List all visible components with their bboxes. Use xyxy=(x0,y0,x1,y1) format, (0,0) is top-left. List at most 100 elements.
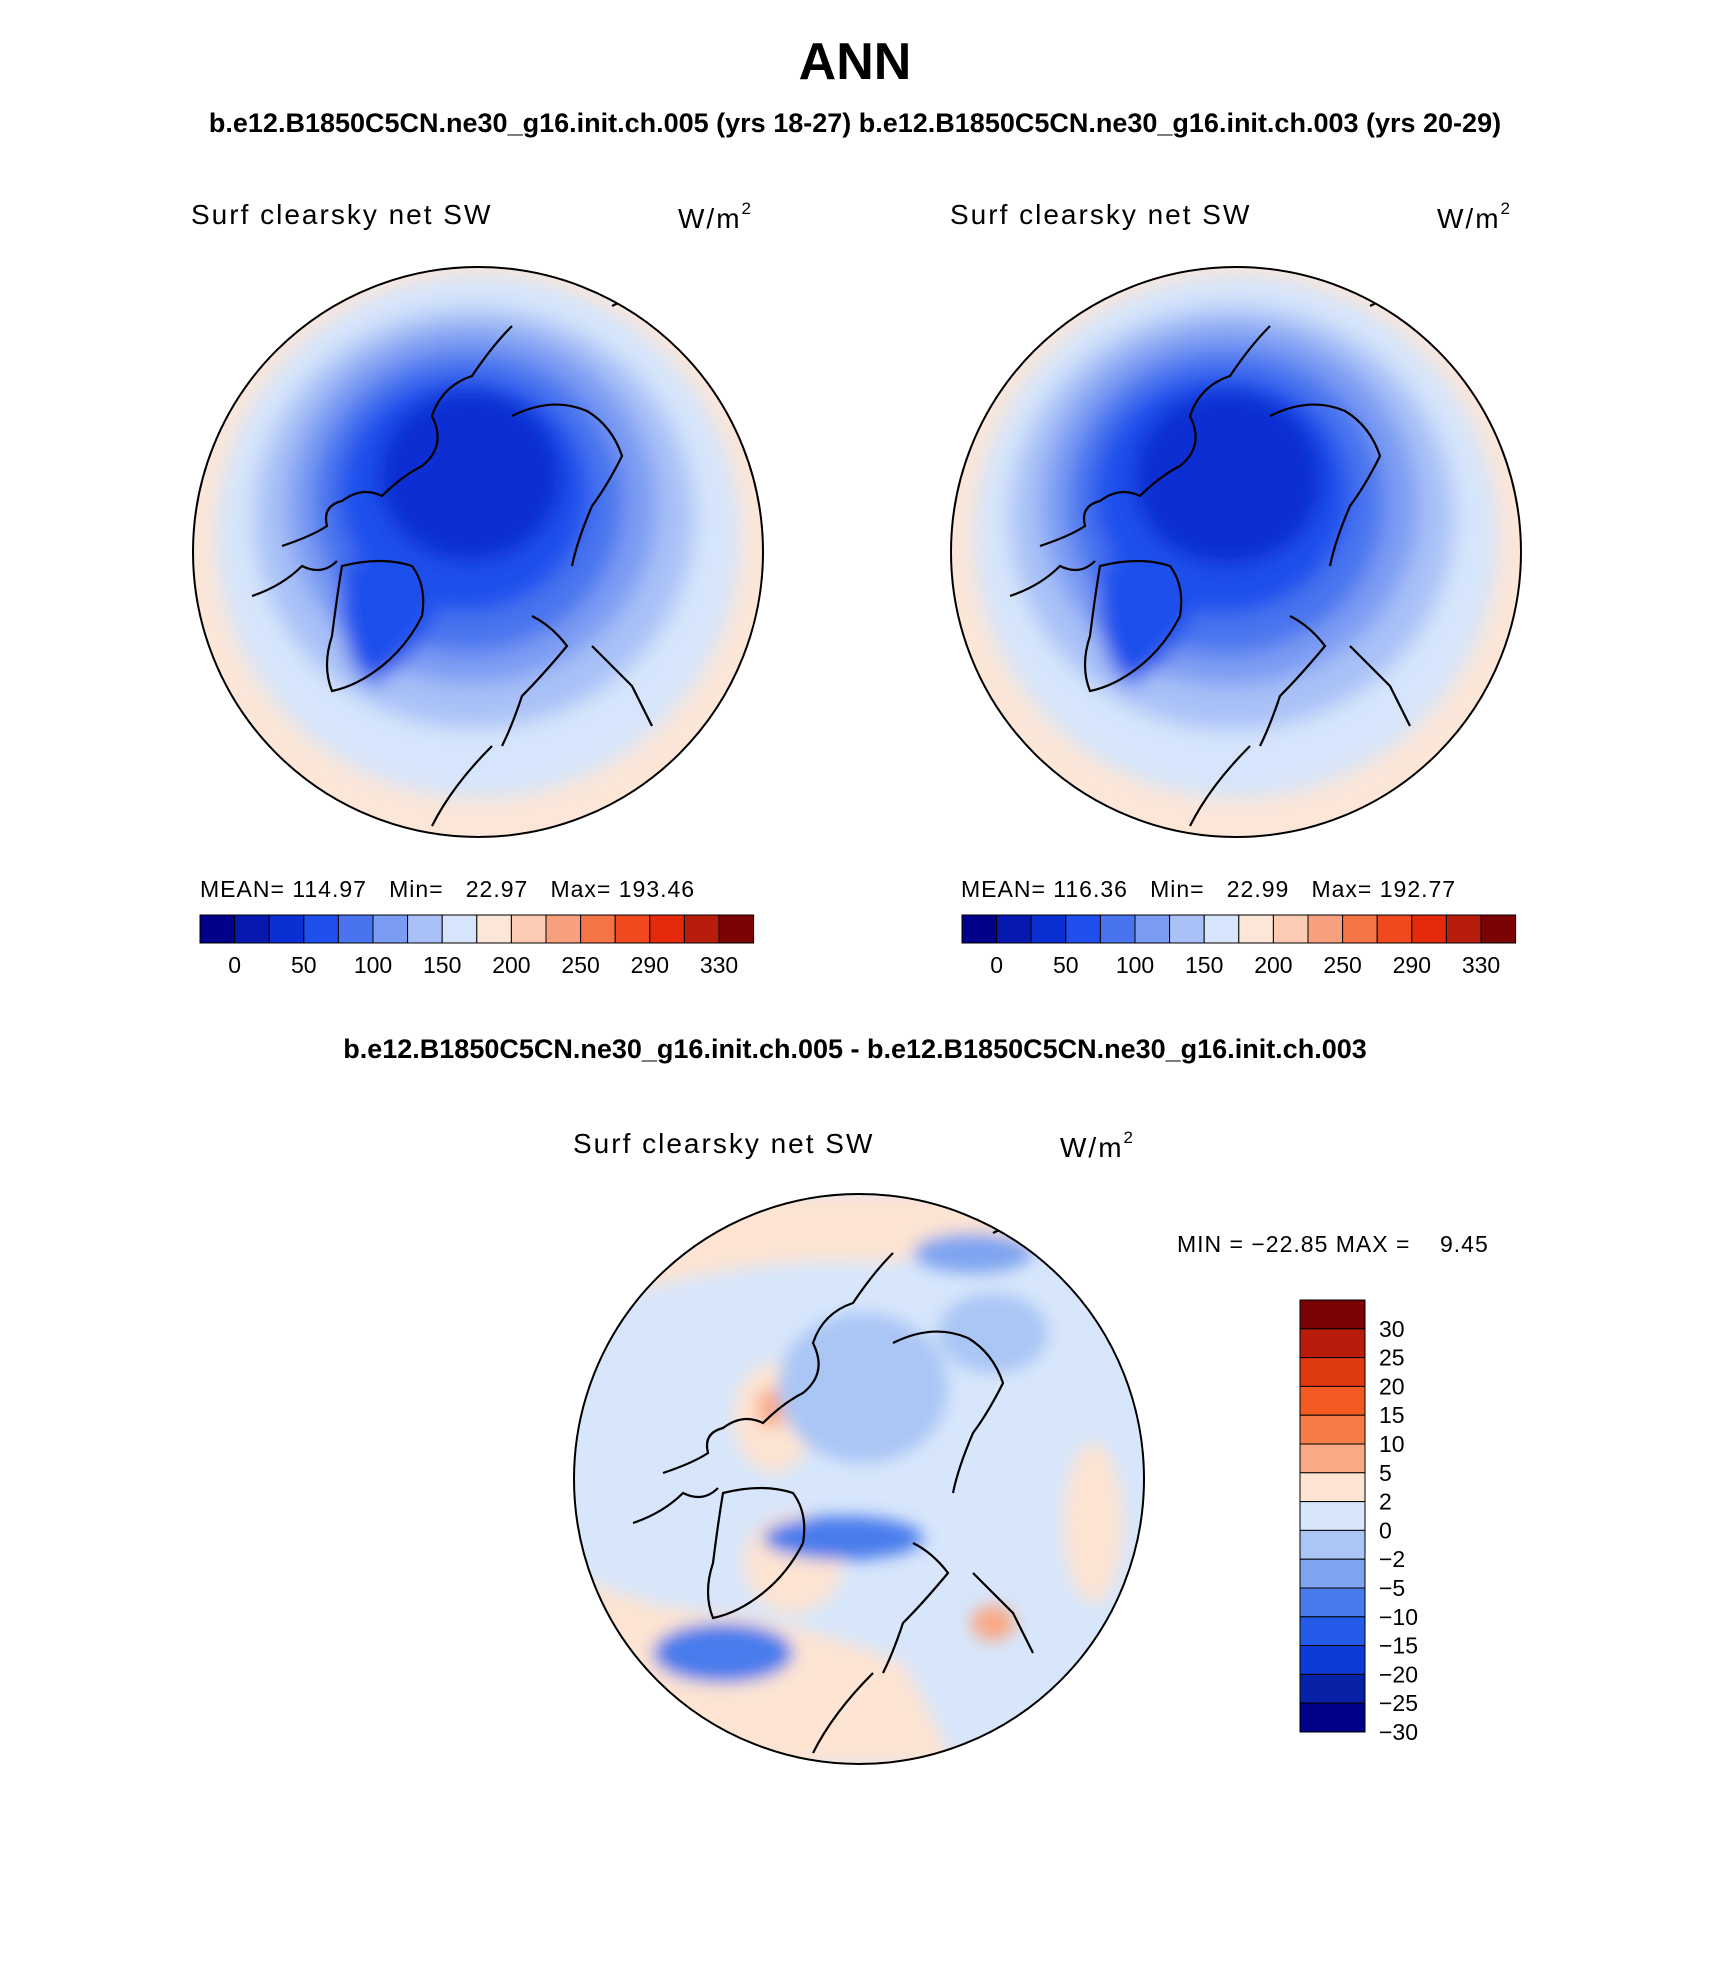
panel1-colorbar-tick-label: 250 xyxy=(561,952,599,978)
panel2-colorbar-tick-label: 290 xyxy=(1393,952,1431,978)
diff-colorbar-tick-label: −2 xyxy=(1379,1546,1405,1572)
diff-colorbar-tick-label: −30 xyxy=(1379,1719,1418,1745)
diff-colorbar-swatch xyxy=(1299,1529,1366,1560)
panel1-colorbar-tick-label: 50 xyxy=(291,952,317,978)
panel2-colorbar-tick-label: 200 xyxy=(1254,952,1292,978)
diff-colorbar-tick-label: −10 xyxy=(1379,1604,1418,1630)
diff-colorbar-swatch xyxy=(1299,1385,1366,1416)
panel1-colorbar-swatch xyxy=(476,914,512,944)
panel2-unit-exp: 2 xyxy=(1500,199,1512,218)
panel2-colorbar-swatches xyxy=(961,914,1517,944)
diff-colorbar-swatch xyxy=(1299,1328,1366,1359)
panel2-polar-map xyxy=(950,266,1522,838)
diff-unit-exp: 2 xyxy=(1123,1128,1135,1147)
diff-unit-base: W/m xyxy=(1060,1132,1124,1163)
panel2-colorbar: 0 50 100 150 200 250 290 330 xyxy=(961,914,1517,978)
panel2-colorbar-swatch xyxy=(1203,914,1240,944)
diff-colorbar-tick-label: −25 xyxy=(1379,1690,1418,1716)
diff-colorbar-tick-label: 10 xyxy=(1379,1431,1405,1457)
diff-colorbar-tick-label: 0 xyxy=(1379,1517,1392,1543)
diff-colorbar-tick-label: 2 xyxy=(1379,1489,1392,1515)
panel1-colorbar-swatch xyxy=(407,914,443,944)
diff-colorbar-tick-label: 20 xyxy=(1379,1373,1405,1399)
panel2-colorbar-tick-label: 100 xyxy=(1116,952,1154,978)
diff-colorbar-tick-label: 25 xyxy=(1379,1345,1405,1371)
panel2-colorbar-swatch xyxy=(1480,914,1517,944)
diff-colorbar-swatches xyxy=(1299,1299,1366,1733)
panel1-colorbar-swatch xyxy=(510,914,547,944)
panel2-colorbar-swatch xyxy=(1134,914,1171,944)
diff-colorbar-swatch xyxy=(1299,1587,1366,1618)
figure-title: ANN xyxy=(798,33,912,91)
panel2-unit-base: W/m xyxy=(1437,203,1501,234)
panel1-colorbar-tick-label: 150 xyxy=(423,952,461,978)
diff-colorbar-tick-label: 5 xyxy=(1379,1460,1392,1486)
panel1-colorbar: 0 50 100 150 200 250 290 330 xyxy=(199,914,755,978)
difference-subtitle: b.e12.B1850C5CN.ne30_g16.init.ch.005 - b… xyxy=(343,1034,1367,1064)
panel2-unit: W/m2 xyxy=(1437,199,1512,235)
diff-colorbar-tick-label: −15 xyxy=(1379,1633,1418,1659)
panel1-colorbar-swatch xyxy=(718,914,755,944)
panel1-colorbar-swatch xyxy=(199,914,236,944)
diff-colorbar-swatch xyxy=(1299,1702,1366,1733)
panel1-colorbar-swatch xyxy=(683,914,720,944)
diff-colorbar-swatch xyxy=(1299,1616,1366,1647)
diff-colorbar-swatch xyxy=(1299,1558,1366,1589)
diff-colorbar-tick-label: −20 xyxy=(1379,1661,1418,1687)
diff-colorbar-swatch xyxy=(1299,1673,1366,1704)
diff-colorbar-swatch xyxy=(1299,1472,1366,1503)
panel2-colorbar-swatch xyxy=(1169,914,1205,944)
panel1-colorbar-ticks: 0 50 100 150 200 250 290 330 xyxy=(228,952,738,978)
panel2-colorbar-swatch xyxy=(1376,914,1413,944)
panel2-colorbar-tick-label: 330 xyxy=(1462,952,1500,978)
panel1-colorbar-swatch xyxy=(337,914,374,944)
panel1-colorbar-swatch xyxy=(580,914,616,944)
panel1-colorbar-swatch xyxy=(545,914,582,944)
panel2-colorbar-swatch xyxy=(1445,914,1482,944)
panel2-colorbar-swatch xyxy=(961,914,998,944)
panel1-colorbar-swatch xyxy=(372,914,409,944)
diff-stats: MIN = −22.85 MAX = 9.45 xyxy=(1177,1231,1489,1257)
panel2-colorbar-swatch xyxy=(1272,914,1309,944)
panel2-colorbar-swatch xyxy=(996,914,1032,944)
panel2-colorbar-swatch xyxy=(1307,914,1344,944)
panel2-stats: MEAN= 116.36 Min= 22.99 Max= 192.77 xyxy=(961,876,1457,902)
diff-colorbar-tick-label: 30 xyxy=(1379,1316,1405,1342)
panel2-colorbar-swatch xyxy=(1065,914,1101,944)
panel1-colorbar-swatch xyxy=(649,914,685,944)
panel1-stats: MEAN= 114.97 Min= 22.97 Max= 193.46 xyxy=(200,876,696,902)
case-comparison-subtitle: b.e12.B1850C5CN.ne30_g16.init.ch.005 (yr… xyxy=(208,108,1502,138)
panel1-colorbar-swatch xyxy=(234,914,270,944)
panel2-colorbar-swatch xyxy=(1238,914,1274,944)
panel1-colorbar-tick-label: 290 xyxy=(631,952,669,978)
panel1-unit-exp: 2 xyxy=(741,199,753,218)
panel1-colorbar-tick-label: 100 xyxy=(354,952,392,978)
panel1-colorbar-swatch xyxy=(303,914,339,944)
panel1-colorbar-tick-label: 0 xyxy=(228,952,241,978)
panel2-colorbar-tick-label: 0 xyxy=(990,952,1003,978)
panel1-polar-map xyxy=(192,266,764,838)
diff-colorbar-tick-label: −5 xyxy=(1379,1575,1405,1601)
diff-colorbar-swatch xyxy=(1299,1645,1366,1675)
panel2-colorbar-tick-label: 250 xyxy=(1323,952,1361,978)
panel2-colorbar-swatch xyxy=(1030,914,1067,944)
panel1-unit-base: W/m xyxy=(678,203,742,234)
panel1-colorbar-swatches xyxy=(199,914,755,944)
panel2-variable-label: Surf clearsky net SW xyxy=(950,199,1252,230)
diff-polar-map xyxy=(573,1193,1145,1765)
panel1-variable-label: Surf clearsky net SW xyxy=(191,199,493,230)
diff-colorbar-tick-label: 15 xyxy=(1379,1402,1405,1428)
panel1-colorbar-tick-label: 330 xyxy=(700,952,738,978)
panel2-colorbar-swatch xyxy=(1411,914,1447,944)
diff-variable-label: Surf clearsky net SW xyxy=(573,1128,875,1159)
panel1-colorbar-tick-label: 200 xyxy=(492,952,530,978)
diff-colorbar-swatch xyxy=(1299,1357,1366,1387)
diff-colorbar-swatch xyxy=(1299,1299,1366,1330)
diff-colorbar-swatch xyxy=(1299,1501,1366,1531)
diff-colorbar-swatch xyxy=(1299,1443,1366,1474)
panel1-colorbar-swatch xyxy=(268,914,305,944)
panel2-colorbar-swatch xyxy=(1342,914,1378,944)
panel1-colorbar-swatch xyxy=(441,914,478,944)
